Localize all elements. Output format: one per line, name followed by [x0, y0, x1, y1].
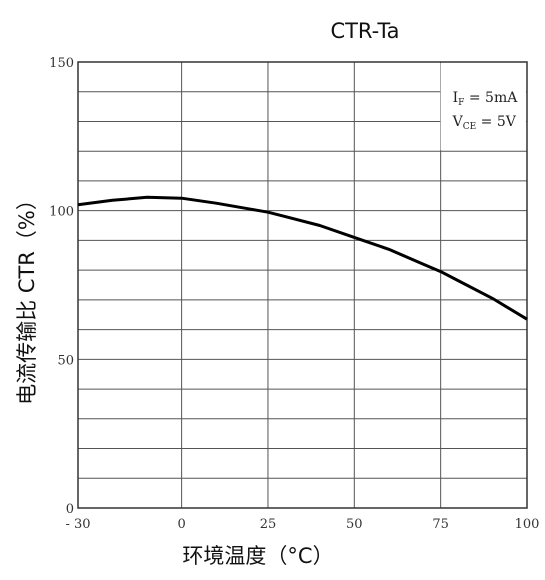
x-tick-label: 75 [432, 517, 449, 532]
chart-title: CTR-Ta [330, 19, 399, 43]
y-tick-label: 0 [66, 502, 74, 517]
x-tick-label: 0 [177, 517, 185, 532]
x-tick-label: 25 [260, 517, 277, 532]
series-layer [77, 195, 528, 321]
y-tick-label: 50 [57, 353, 74, 368]
annotation-text: IF = 5mA [453, 90, 519, 108]
annotation-box: IF = 5mA VCE = 5V [440, 63, 526, 151]
x-tick-label: - 30 [65, 517, 90, 532]
x-tick-label: 50 [346, 517, 363, 532]
x-tick-label: 100 [515, 517, 540, 532]
ctr-curve-line [77, 195, 528, 321]
x-axis-label: 环境温度（°C） [182, 544, 333, 568]
y-tick-label: 100 [49, 205, 74, 220]
y-tick-label: 150 [49, 56, 74, 71]
annotation-background [440, 63, 526, 151]
plot-frame [77, 61, 528, 509]
annotation-text: VCE = 5V [452, 114, 517, 132]
y-axis-label: 电流传输比 CTR（%） [15, 189, 39, 405]
